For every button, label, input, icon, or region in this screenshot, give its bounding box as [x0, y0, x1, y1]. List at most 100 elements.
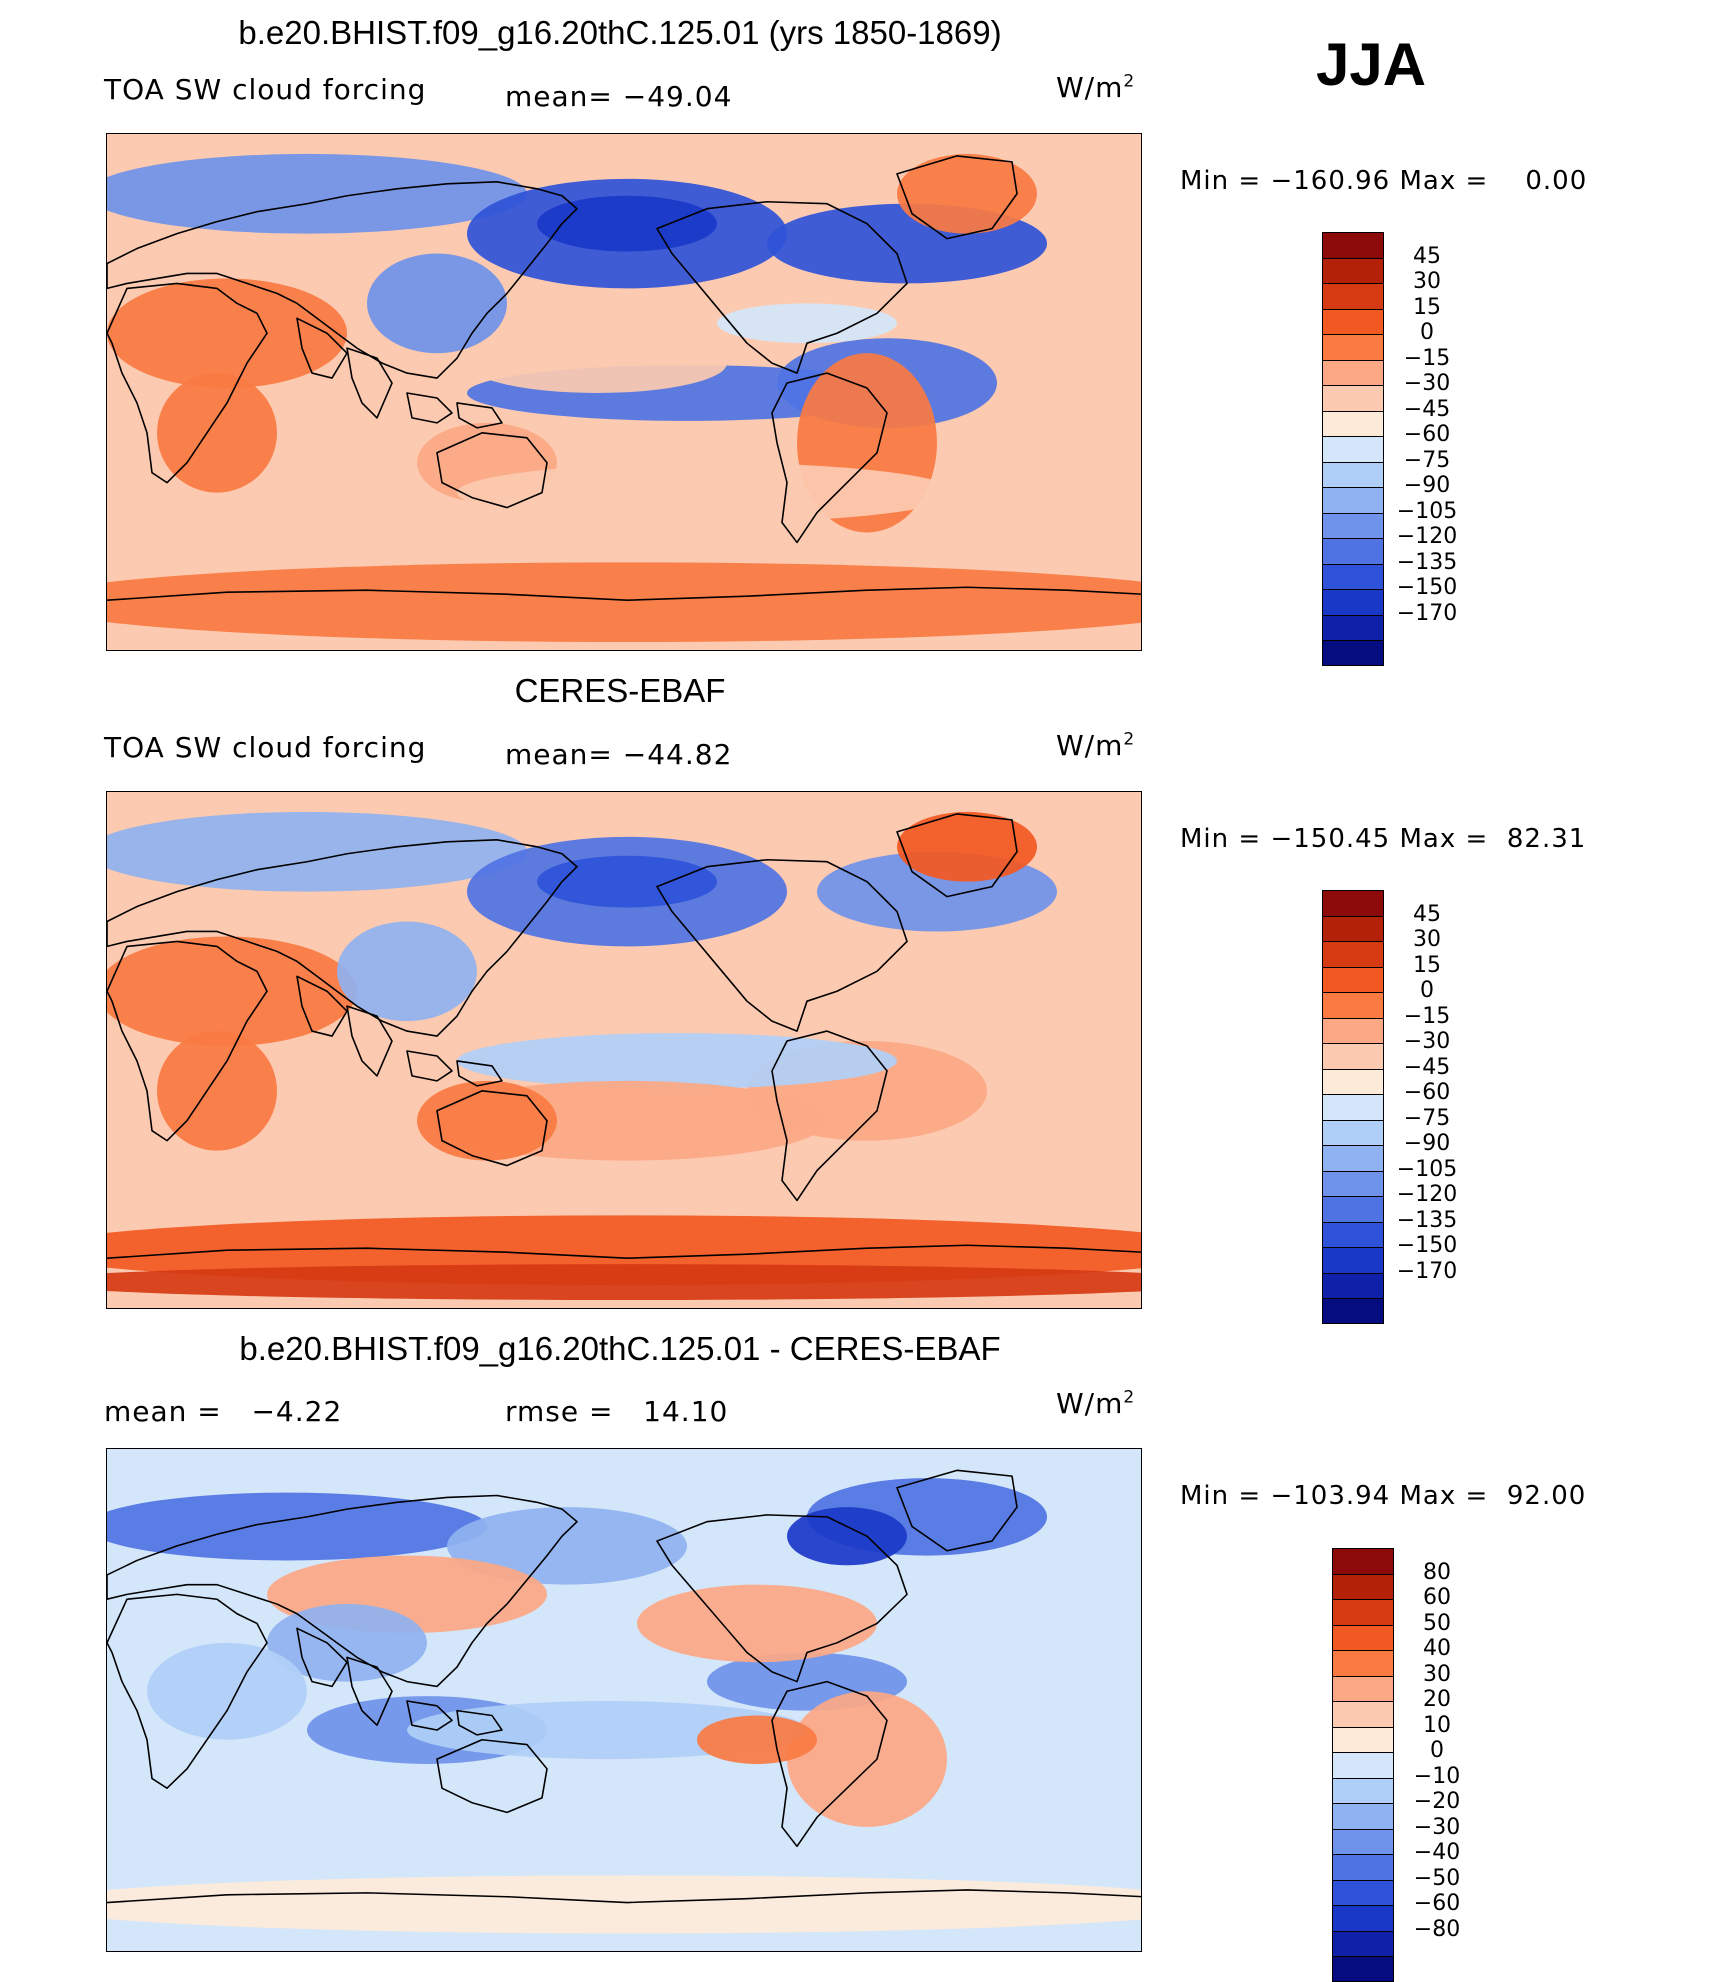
colorbar-tick-label: 80 [1423, 1559, 1451, 1585]
colorbar-swatch [1332, 1675, 1394, 1701]
coastline [296, 1627, 348, 1688]
coastline [456, 1060, 503, 1087]
panel-3-colorbar: 80 60 50 40 30 20 10 0 −10 −20 −30 −40 −50 −60 −80 [1332, 1548, 1504, 1982]
colorbar-tick-label: −170 [1396, 1258, 1458, 1284]
coastline [771, 372, 888, 544]
field-region [717, 303, 897, 344]
colorbar-swatch [1322, 992, 1384, 1018]
colorbar-tick-label: 45 [1413, 901, 1441, 927]
colorbar-swatch [1332, 1624, 1394, 1650]
colorbar-swatch [1322, 1043, 1384, 1069]
panel-1-mean-label: mean= −49.04 [505, 80, 733, 113]
coastline [896, 155, 1018, 240]
field-region [457, 462, 957, 523]
panel-1-minmax: Min = −160.96 Max = 0.00 [1180, 166, 1588, 196]
colorbar-tick-label: 30 [1423, 1661, 1451, 1687]
field-region [767, 921, 887, 982]
colorbar-swatch [1322, 1298, 1384, 1324]
colorbar-swatch [1322, 385, 1384, 411]
coastline [656, 1514, 908, 1683]
colorbar-tick-label: −170 [1396, 600, 1458, 626]
field-region [107, 1492, 487, 1561]
field-region [107, 811, 527, 892]
colorbar-tick-label: 15 [1413, 294, 1441, 320]
colorbar-swatch [1322, 1119, 1384, 1145]
colorbar-tick-label: −30 [1403, 1029, 1451, 1054]
colorbar-tick-label: −150 [1396, 575, 1458, 600]
colorbar-swatch [1322, 915, 1384, 941]
colorbar-swatch [1322, 563, 1384, 589]
colorbar-tick-label: 60 [1423, 1585, 1451, 1610]
coastline [406, 392, 453, 424]
colorbar-tick-label: −30 [1403, 371, 1451, 396]
panel-2-units: W/m2 [1056, 729, 1136, 762]
field-region [207, 1797, 807, 1876]
colorbar-swatch [1332, 1777, 1394, 1803]
colorbar-swatch [1332, 1854, 1394, 1880]
colorbar-swatch [1322, 538, 1384, 564]
colorbar-swatch [1332, 1701, 1394, 1727]
colorbar-swatch [1322, 1068, 1384, 1094]
colorbar-swatch [1322, 308, 1384, 334]
colorbar-swatch [1332, 1828, 1394, 1854]
field-region [107, 278, 347, 389]
colorbar-tick-label: 40 [1423, 1636, 1451, 1661]
coastline [896, 1469, 1018, 1552]
coastline [656, 858, 908, 1032]
colorbar-tick-label: −80 [1413, 1916, 1461, 1942]
colorbar-swatch [1322, 614, 1384, 640]
colorbar-swatch [1322, 1170, 1384, 1196]
colorbar-swatch [1322, 1221, 1384, 1247]
coastline [107, 839, 578, 1037]
colorbar-tick-label: 0 [1420, 978, 1434, 1003]
colorbar-tick-label: −120 [1396, 1182, 1458, 1207]
field-region [107, 153, 527, 234]
colorbar-swatch [1322, 589, 1384, 615]
coastline [346, 1656, 393, 1726]
colorbar-swatch [1322, 436, 1384, 462]
field-region [897, 153, 1037, 234]
coastline [107, 1494, 578, 1688]
panel-3-map [106, 1448, 1142, 1952]
field-region [537, 855, 717, 908]
colorbar-tick-label: 0 [1430, 1738, 1444, 1763]
panel-2-variable-label: TOA SW cloud forcing [104, 731, 427, 764]
colorbar-tick-label: 30 [1413, 269, 1441, 294]
field-region [457, 1033, 897, 1089]
panel-3-rmse-label: rmse = 14.10 [505, 1395, 729, 1428]
field-region [107, 1875, 1141, 1934]
panel-3-mean-label: mean = −4.22 [104, 1395, 343, 1428]
colorbar-swatch [1322, 941, 1384, 967]
colorbar-tick-label: 0 [1420, 320, 1434, 345]
coastline [107, 181, 578, 379]
field-region [107, 936, 357, 1046]
coastline [771, 1680, 888, 1848]
panel-2-minmax: Min = −150.45 Max = 82.31 [1180, 824, 1587, 854]
coastline [107, 282, 268, 484]
field-region [787, 1691, 947, 1827]
colorbar-tick-label: 50 [1423, 1610, 1451, 1636]
colorbar-swatch [1332, 1752, 1394, 1778]
field-region [467, 333, 727, 393]
colorbar-swatch [1332, 1726, 1394, 1752]
colorbar-tick-label: −75 [1403, 447, 1451, 473]
coastline [107, 1593, 268, 1789]
coastline [296, 317, 348, 379]
colorbar-tick-label: −15 [1403, 1003, 1451, 1029]
panel-1-units: W/m2 [1056, 71, 1136, 104]
colorbar-swatch [1322, 283, 1384, 309]
panel-3-title: b.e20.BHIST.f09_g16.20thC.125.01 - CERES… [239, 1330, 1001, 1367]
colorbar-swatch [1332, 1650, 1394, 1676]
colorbar-swatch [1322, 487, 1384, 513]
colorbar-swatch [1322, 461, 1384, 487]
colorbar-tick-label: −20 [1413, 1789, 1461, 1814]
colorbar-tick-label: −150 [1396, 1233, 1458, 1258]
field-region [537, 195, 717, 252]
season-label: JJA [1316, 31, 1427, 98]
colorbar-swatch [1332, 1905, 1394, 1931]
field-region [337, 921, 477, 1022]
colorbar-swatch [1322, 1094, 1384, 1120]
colorbar-swatch [1332, 1803, 1394, 1829]
field-map [107, 1449, 1141, 1951]
colorbar-tick-label: −45 [1403, 1054, 1451, 1080]
